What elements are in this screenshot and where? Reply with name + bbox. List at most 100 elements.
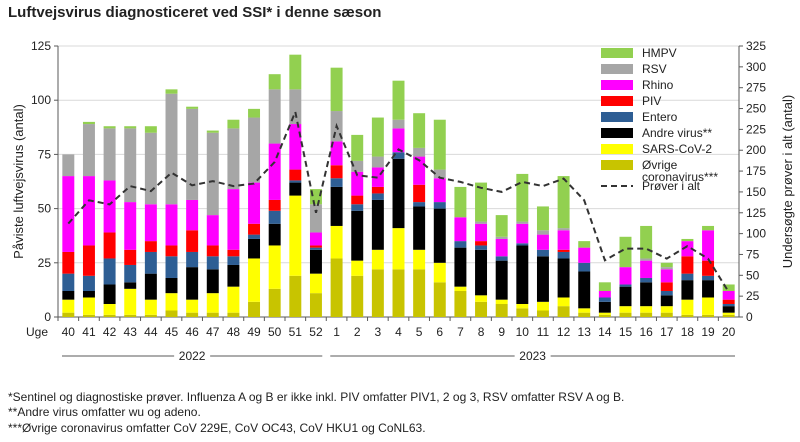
bar-segment xyxy=(495,303,508,317)
bar-segment xyxy=(351,160,364,172)
bar-segment xyxy=(227,264,240,287)
legend-swatch xyxy=(601,144,633,154)
bar-segment xyxy=(206,269,219,294)
bar-segment xyxy=(124,126,137,129)
x-tick-label: 4 xyxy=(395,325,402,339)
bar-segment xyxy=(681,256,694,274)
x-tick-label: 19 xyxy=(701,325,715,339)
bar-segment xyxy=(619,312,632,317)
bar-segment xyxy=(268,199,281,211)
bar-segment xyxy=(62,251,75,274)
y2-tick-label: 275 xyxy=(746,81,766,95)
bar-segment xyxy=(186,312,199,317)
y2-tick-label: 250 xyxy=(746,102,766,116)
x-tick-label: 2 xyxy=(354,325,361,339)
bar-segment xyxy=(227,312,240,317)
legend-swatch xyxy=(601,64,633,74)
x-tick-label: 13 xyxy=(578,325,592,339)
bar-segment xyxy=(62,312,75,317)
bar-segment xyxy=(371,156,384,168)
bar-segment xyxy=(640,282,653,307)
bar-segment xyxy=(536,256,549,302)
bar-segment xyxy=(248,238,261,259)
y-tick-label: 25 xyxy=(38,256,52,270)
y-tick-label: 100 xyxy=(31,93,51,107)
legend-label: RSV xyxy=(642,62,667,76)
bar-segment xyxy=(330,186,343,226)
bar-segment xyxy=(103,258,116,285)
bar-segment xyxy=(144,299,157,315)
bar-segment xyxy=(598,301,611,313)
x-tick-label: 43 xyxy=(124,325,138,339)
bar-segment xyxy=(351,275,364,317)
bar-segment xyxy=(144,273,157,300)
bar-segment xyxy=(454,186,467,218)
bar-segment xyxy=(103,128,116,181)
legend-label: SARS-CoV-2 xyxy=(642,142,712,156)
bar-segment xyxy=(289,195,302,276)
legend-label: coronavirus*** xyxy=(642,170,718,184)
bar-segment xyxy=(248,108,261,118)
x-tick-label: 46 xyxy=(185,325,199,339)
bar-segment xyxy=(557,251,570,259)
y2-tick-label: 125 xyxy=(746,206,766,220)
bar-segment xyxy=(227,256,240,265)
bar-segment xyxy=(62,299,75,313)
bar-segment xyxy=(351,210,364,261)
bar-segment xyxy=(598,312,611,315)
bar-segment xyxy=(702,225,715,231)
x-tick-label: 10 xyxy=(516,325,530,339)
bar-segment xyxy=(289,124,302,170)
bar-segment xyxy=(598,282,611,291)
bar-segment xyxy=(557,306,570,317)
bar-segment xyxy=(475,221,488,224)
bar-segment xyxy=(598,290,611,298)
bar-segment xyxy=(309,293,322,317)
bar-segment xyxy=(722,299,735,304)
bar-segment xyxy=(578,241,591,248)
bar-segment xyxy=(309,204,322,233)
bar-segment xyxy=(165,293,178,311)
y2-tick-label: 200 xyxy=(746,143,766,157)
bar-segment xyxy=(413,249,426,270)
bar-segment xyxy=(351,204,364,211)
bar-segment xyxy=(536,230,549,235)
legend-swatch xyxy=(601,160,633,170)
bar-segment xyxy=(495,236,508,239)
bar-segment xyxy=(206,132,219,216)
bar-segment xyxy=(165,256,178,278)
legend-label: PIV xyxy=(642,94,661,108)
bar-segment xyxy=(144,314,157,317)
bar-segment xyxy=(330,178,343,187)
bar-segment xyxy=(702,260,715,276)
x-tick-label: 7 xyxy=(457,325,464,339)
bar-segment xyxy=(454,217,467,242)
bar-segment xyxy=(475,182,488,222)
bar-segment xyxy=(82,314,95,317)
bar-segment xyxy=(268,288,281,317)
bar-segment xyxy=(433,169,446,179)
x-tick-label: 52 xyxy=(309,325,323,339)
bar-segment xyxy=(722,303,735,307)
bar-segment xyxy=(433,282,446,317)
bar-segment xyxy=(62,273,75,291)
bar-segment xyxy=(454,247,467,287)
bar-segment xyxy=(536,301,549,311)
bar-segment xyxy=(495,238,508,257)
bar-segment xyxy=(660,312,673,317)
x-tick-label: 15 xyxy=(619,325,633,339)
bar-segment xyxy=(186,230,199,252)
bar-segment xyxy=(681,314,694,317)
bar-segment xyxy=(144,241,157,252)
y-axis-title: Påviste luftvejsvirus (antal) xyxy=(11,104,26,259)
bar-segment xyxy=(702,280,715,298)
bar-segment xyxy=(598,314,611,317)
bar-segment xyxy=(619,236,632,268)
y2-tick-label: 150 xyxy=(746,185,766,199)
bar-segment xyxy=(640,260,653,278)
bar-segment xyxy=(206,245,219,257)
bar-segment xyxy=(495,299,508,304)
bar-segment xyxy=(186,267,199,300)
bar-segment xyxy=(124,128,137,203)
x-tick-label: 42 xyxy=(103,325,117,339)
